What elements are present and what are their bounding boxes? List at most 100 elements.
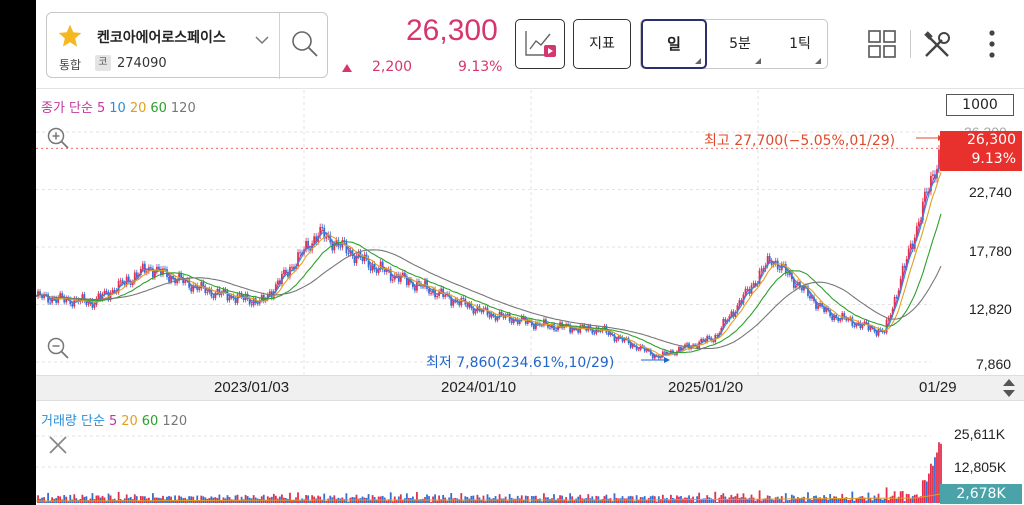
volume-bar [59, 496, 62, 503]
candle-body [305, 240, 307, 250]
volume-bar [133, 494, 136, 503]
period-day-tab[interactable]: 일 [641, 19, 707, 69]
volume-bar [794, 498, 797, 503]
candle-body [925, 191, 928, 193]
volume-bar [625, 498, 628, 503]
stock-code: 274090 [117, 56, 167, 71]
volume-bar [327, 498, 330, 503]
candle-body [375, 269, 378, 273]
volume-bar [553, 494, 555, 503]
candle-body [393, 275, 396, 280]
period-minute-tab[interactable]: 5분 [711, 20, 769, 68]
volume-bar [534, 495, 537, 503]
volume-bar [851, 491, 854, 503]
candle-body [333, 243, 336, 251]
volume-bar [355, 494, 358, 503]
candle-body [202, 282, 205, 287]
ma-legend[interactable]: 종가 단순 5 10 20 60 120 [41, 97, 200, 116]
close-icon[interactable] [48, 435, 68, 455]
indicator-button[interactable]: 지표 [573, 19, 631, 69]
candle-body [631, 344, 634, 348]
volume-bar [853, 500, 856, 503]
candle-body [353, 255, 356, 264]
candle-body [752, 283, 755, 286]
candle-body [847, 319, 850, 321]
volume-legend[interactable]: 거래량 단순 5 20 60 120 [41, 410, 191, 429]
candle-body [309, 248, 312, 251]
expand-updown-icon[interactable] [1002, 378, 1016, 398]
volume-chart[interactable] [36, 402, 1024, 505]
zoom-in-icon[interactable] [46, 126, 70, 150]
volume-bar [367, 494, 370, 503]
candle-body [809, 295, 811, 299]
search-button[interactable] [279, 13, 329, 79]
volume-bar [881, 499, 884, 503]
volume-bar [907, 494, 910, 503]
period-tick-tab[interactable]: 1틱 [771, 20, 829, 68]
volume-bar [244, 494, 247, 503]
volume-bar [770, 499, 773, 503]
candle-body [746, 288, 749, 290]
candle-body [450, 297, 453, 306]
candle-body [297, 252, 299, 267]
volume-bar [665, 497, 668, 503]
x-axis-bar[interactable] [36, 375, 1024, 401]
candle-body [603, 325, 606, 329]
volume-bar [115, 500, 118, 503]
volume-bar [619, 498, 622, 503]
candle-body [160, 268, 162, 275]
candle-body [69, 298, 72, 305]
candle-body [274, 284, 277, 292]
volume-bar [69, 494, 72, 503]
candle-body [107, 292, 110, 300]
volume-bar [740, 497, 743, 503]
range-input[interactable]: 1000 [946, 94, 1014, 116]
volume-bar [65, 496, 68, 503]
volume-bar [317, 495, 320, 503]
candle-body [47, 294, 49, 303]
zoom-out-icon[interactable] [46, 336, 70, 360]
volume-bar [226, 495, 229, 503]
candle-body [119, 280, 122, 282]
star-icon[interactable] [57, 23, 83, 49]
volume-bar [500, 498, 503, 503]
corner-marker [695, 58, 701, 64]
volume-bar [456, 498, 459, 503]
volume-bar [303, 499, 305, 503]
volume-bar [458, 499, 461, 503]
volume-bar [599, 499, 602, 503]
volume-bar [928, 473, 930, 503]
volume-bar [843, 497, 846, 503]
stock-selector[interactable]: 켄코아에어로스페이스 통합 코 274090 [46, 12, 329, 79]
candle-body [367, 258, 370, 268]
candle-body [224, 289, 227, 292]
volume-bar [486, 494, 489, 503]
chart-type-button[interactable] [515, 19, 565, 69]
candle-body [127, 276, 130, 282]
volume-bar [623, 498, 626, 503]
price-chart[interactable] [36, 90, 1024, 375]
volume-bar [575, 498, 578, 503]
volume-bar [518, 498, 521, 503]
volume-bar [573, 500, 576, 503]
candle-body [845, 317, 848, 321]
volume-bar [524, 495, 527, 503]
candle-body [103, 290, 106, 295]
volume-bar [405, 493, 408, 503]
candle-body [158, 266, 160, 269]
candle-body [492, 313, 495, 316]
candle-body [200, 282, 203, 289]
volume-bar [803, 496, 805, 503]
tools-icon[interactable] [922, 30, 952, 60]
volume-bar [538, 498, 541, 503]
volume-bar [172, 500, 174, 503]
volume-bar [667, 500, 670, 503]
grid-icon[interactable] [868, 30, 896, 58]
stock-name[interactable]: 켄코아에어로스페이스 [97, 30, 226, 46]
x-axis-label: 2025/01/20 [668, 379, 744, 396]
chevron-down-icon[interactable] [255, 35, 269, 45]
volume-bar [686, 497, 688, 503]
volume-bar [73, 494, 76, 503]
more-icon[interactable] [982, 28, 1002, 60]
candle-body [399, 275, 402, 282]
